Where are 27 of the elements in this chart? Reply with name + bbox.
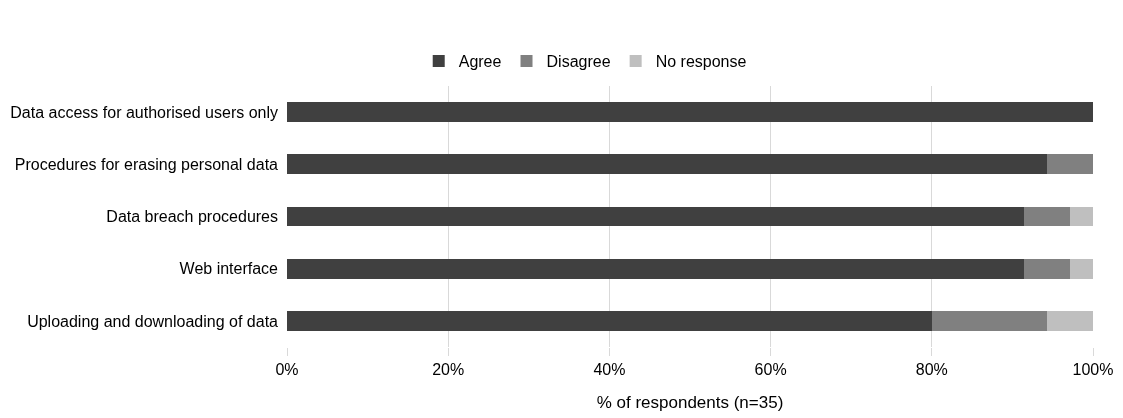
bar — [1023, 206, 1070, 227]
bar — [931, 310, 1048, 331]
y-tick-label: Web interface — [179, 260, 279, 278]
legend-label: Agree — [458, 53, 502, 71]
x-axis-title: % of respondents (n=35) — [596, 392, 784, 412]
bar — [287, 206, 1024, 227]
x-tick-label: 80% — [915, 361, 948, 379]
bar — [287, 102, 1093, 123]
x-tick-label: 40% — [593, 361, 626, 379]
bar — [287, 258, 1024, 279]
bar — [1023, 258, 1070, 279]
y-tick-label: Data breach procedures — [106, 208, 278, 226]
bar — [287, 154, 1048, 175]
legend-label: Disagree — [546, 53, 611, 71]
y-tick-label: Uploading and downloading of data — [27, 312, 279, 330]
bar — [287, 310, 932, 331]
x-tick-label: 60% — [754, 361, 787, 379]
bar — [1047, 154, 1093, 175]
bar — [1069, 258, 1093, 279]
x-tick-label: 0% — [275, 361, 299, 379]
bar — [1069, 206, 1093, 227]
legend-label: No response — [655, 53, 747, 71]
y-tick-label: Procedures for erasing personal data — [14, 155, 279, 173]
y-tick-label: Data access for authorised users only — [10, 103, 278, 121]
x-tick-label: 20% — [432, 361, 465, 379]
x-tick-label: 100% — [1072, 361, 1114, 379]
bar — [1047, 310, 1093, 331]
